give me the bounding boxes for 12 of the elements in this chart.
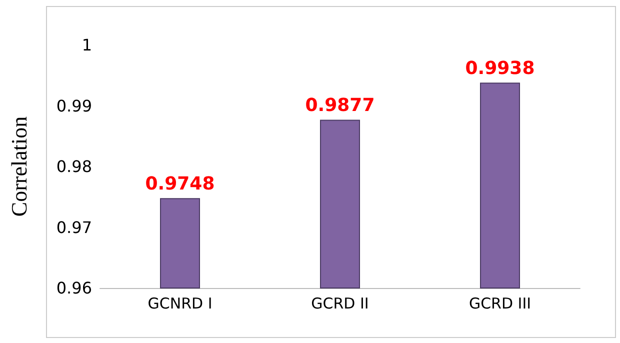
y-tick-label: 0.99 bbox=[56, 96, 92, 116]
y-tick-label: 0.97 bbox=[56, 218, 92, 237]
y-axis-title: Correlation bbox=[6, 116, 32, 217]
y-tick-label: 0.98 bbox=[56, 157, 92, 176]
data-label: 0.9748 bbox=[145, 174, 215, 195]
x-tick-label: GCRD III bbox=[468, 294, 532, 312]
x-tick-label: GCNRD I bbox=[148, 294, 212, 312]
x-tick-label: GCRD II bbox=[311, 294, 369, 312]
y-tick-label: 1 bbox=[82, 36, 92, 54]
y-tick-label: 0.96 bbox=[56, 278, 92, 298]
data-label: 0.9877 bbox=[305, 95, 375, 116]
data-label: 0.9938 bbox=[465, 58, 535, 80]
